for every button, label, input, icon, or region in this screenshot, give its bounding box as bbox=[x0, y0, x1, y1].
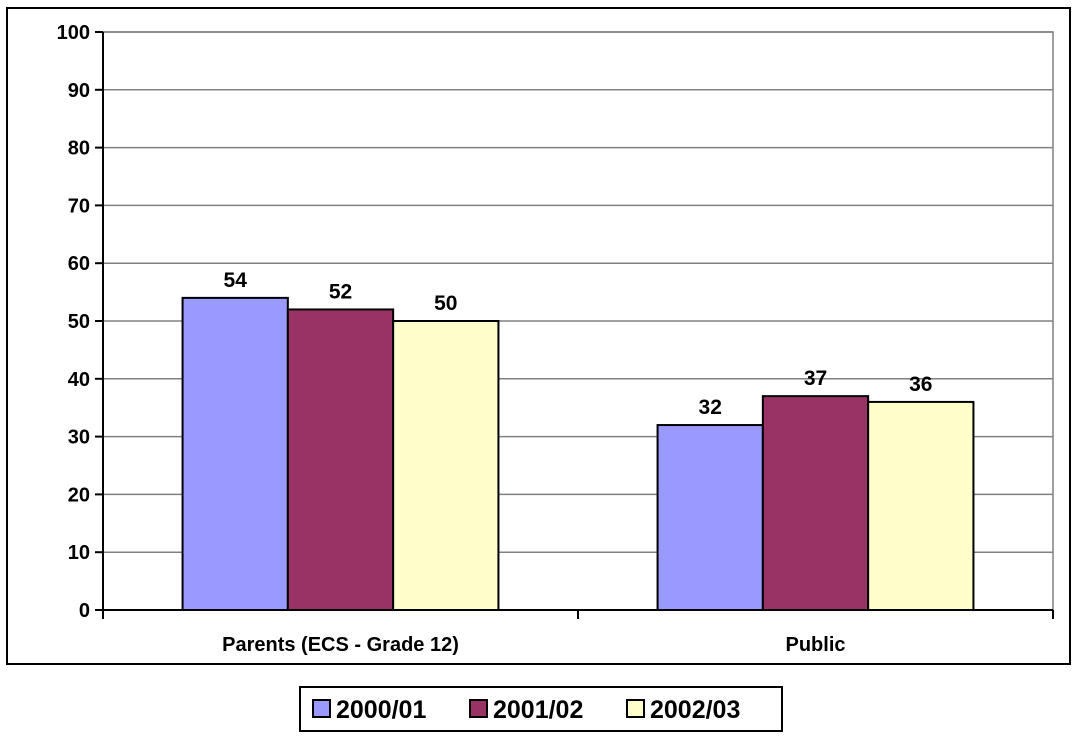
x-category-label: Parents (ECS - Grade 12) bbox=[222, 634, 459, 656]
legend-swatch bbox=[469, 699, 488, 718]
legend-label: 2000/01 bbox=[336, 696, 426, 724]
y-tick-label: 60 bbox=[68, 253, 90, 275]
data-label: 32 bbox=[699, 396, 722, 419]
legend-box bbox=[299, 686, 783, 732]
y-tick-label: 50 bbox=[68, 311, 90, 333]
legend-label: 2002/03 bbox=[650, 696, 740, 724]
bars bbox=[181, 296, 975, 612]
bar-2000-01-parents bbox=[181, 296, 289, 611]
legend-swatch bbox=[626, 699, 645, 718]
y-tick-label: 30 bbox=[68, 427, 90, 449]
y-tick-label: 100 bbox=[57, 22, 90, 44]
bar-2000-01-public bbox=[656, 424, 764, 612]
axes: 0 10 20 30 40 50 60 70 80 90 100 Parents (ECS - Gra… bbox=[57, 22, 1054, 656]
data-label: 50 bbox=[434, 292, 457, 315]
legend: 2000/01 2001/02 2002/03 bbox=[299, 686, 783, 732]
data-label: 54 bbox=[224, 269, 248, 292]
data-label: 52 bbox=[329, 280, 352, 303]
data-label: 37 bbox=[804, 367, 827, 390]
y-tick-label: 0 bbox=[79, 600, 90, 622]
x-category-label: Public bbox=[785, 634, 845, 656]
bar-2002-03-public bbox=[867, 400, 975, 612]
y-tick-label: 10 bbox=[68, 542, 90, 564]
bar-2001-02-public bbox=[761, 395, 870, 612]
data-label: 36 bbox=[909, 373, 932, 396]
bar-2001-02-parents bbox=[286, 308, 395, 611]
legend-swatch bbox=[312, 699, 331, 718]
y-tick-label: 90 bbox=[68, 80, 90, 102]
data-labels: 54 52 50 32 37 36 bbox=[224, 269, 933, 419]
bar-2002-03-parents bbox=[392, 320, 500, 611]
y-tick-label: 70 bbox=[68, 195, 90, 217]
y-tick-label: 20 bbox=[68, 484, 90, 506]
legend-label: 2001/02 bbox=[493, 696, 583, 724]
y-tick-label: 40 bbox=[68, 369, 90, 391]
y-tick-label: 80 bbox=[68, 138, 90, 160]
